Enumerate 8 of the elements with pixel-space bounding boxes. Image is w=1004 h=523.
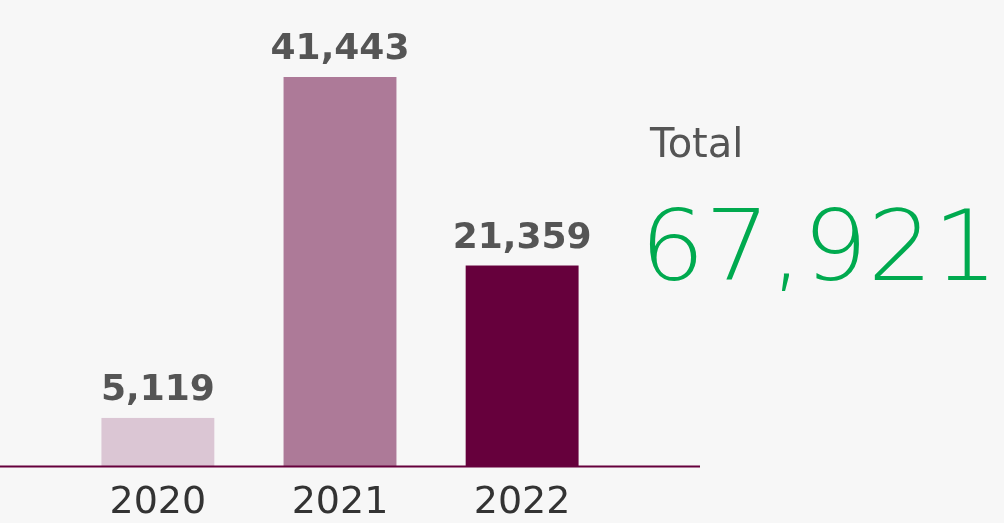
- data-label: 5,119: [100, 366, 215, 408]
- annotation: Total: [649, 120, 744, 166]
- x-tick-label: 2021: [291, 478, 389, 522]
- x-tick-label: 2020: [109, 478, 207, 522]
- x-tick-label: 2022: [473, 478, 571, 522]
- data-label: 41,443: [270, 26, 410, 67]
- data-label: 21,359: [452, 214, 592, 256]
- annotation: 67,921: [640, 189, 998, 303]
